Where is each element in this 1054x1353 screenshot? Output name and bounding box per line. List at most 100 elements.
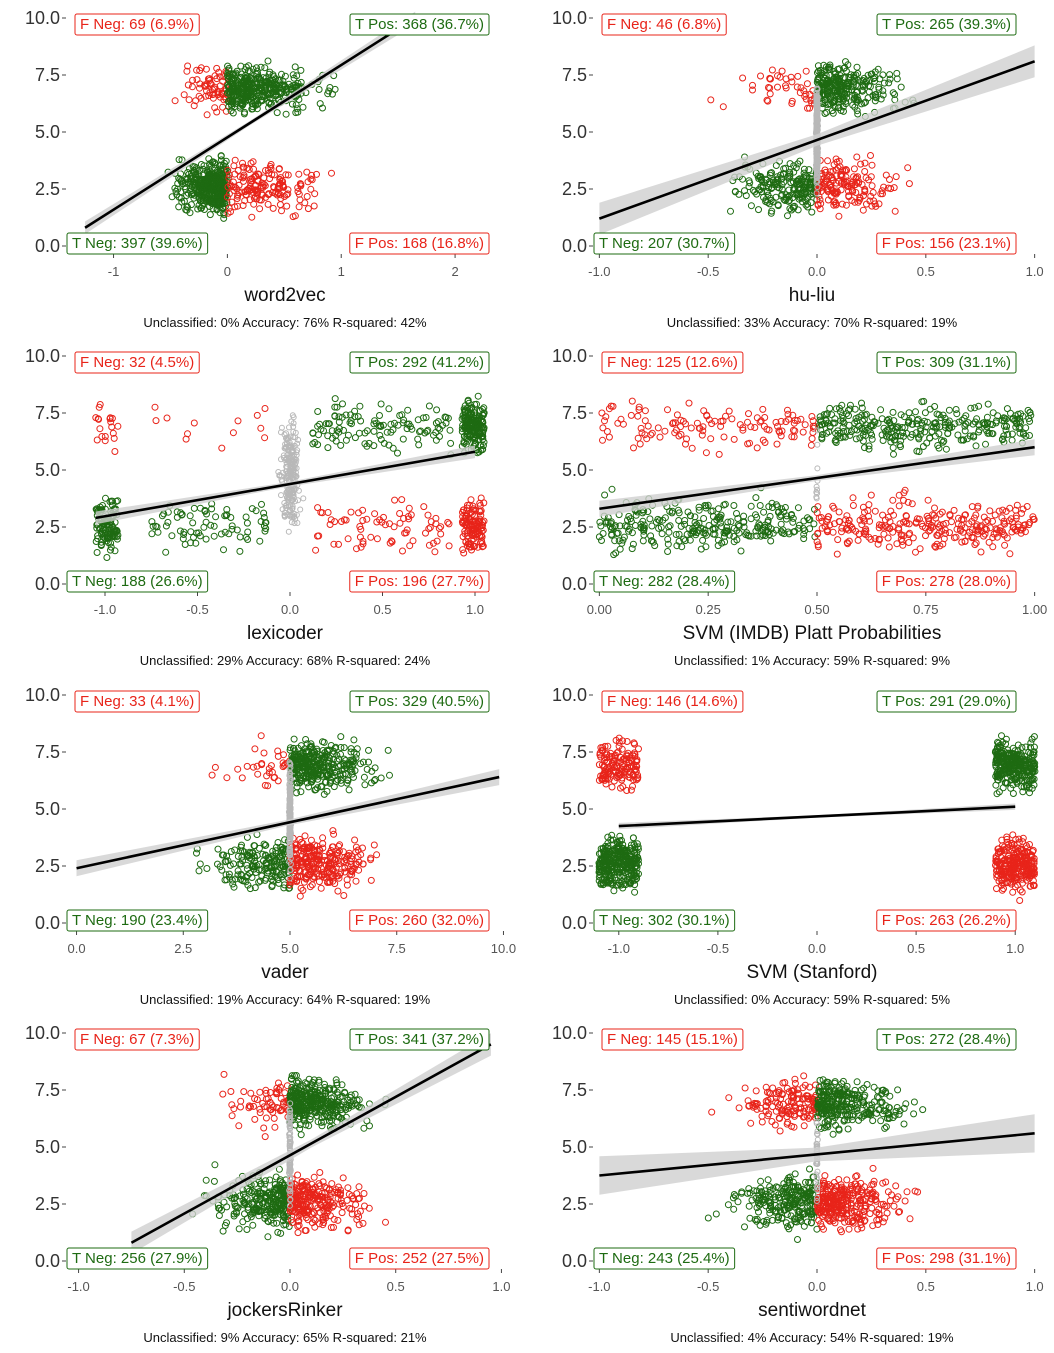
quadrant-label-tpos: T Pos: 265 (39.3%)	[877, 14, 1016, 35]
point-false-negative	[115, 423, 121, 429]
point-true-negative	[203, 536, 209, 542]
point-true-negative	[728, 208, 734, 214]
point-false-positive	[834, 551, 840, 557]
quadrant-text-tpos: T Pos: 309 (31.1%)	[882, 354, 1011, 371]
point-true-positive	[265, 58, 271, 64]
x-tick-label: 0.50	[804, 602, 829, 617]
point-true-positive	[435, 419, 441, 425]
quadrant-label-tneg: T Neg: 207 (30.7%)	[594, 233, 735, 254]
point-false-positive	[909, 501, 915, 507]
point-false-negative	[642, 408, 648, 414]
x-tick-label: 10.0	[491, 941, 516, 956]
point-false-positive	[372, 511, 378, 517]
point-true-negative	[768, 538, 774, 544]
point-true-negative	[718, 520, 724, 526]
point-false-negative	[708, 97, 714, 103]
point-true-positive	[400, 436, 406, 442]
point-false-negative	[235, 418, 241, 424]
point-true-positive	[880, 438, 886, 444]
point-false-negative	[244, 763, 250, 769]
point-false-negative	[775, 84, 781, 90]
point-true-negative	[204, 866, 210, 872]
point-true-negative	[665, 549, 671, 555]
quadrant-label-tpos: T Pos: 292 (41.2%)	[350, 352, 489, 373]
point-false-positive	[360, 518, 366, 524]
metrics-caption: Unclassified: 1% Accuracy: 59% R-squared…	[674, 653, 950, 668]
point-false-negative	[275, 778, 281, 784]
quadrant-label-fneg: F Neg: 125 (12.6%)	[602, 352, 743, 373]
point-false-negative	[164, 415, 170, 421]
point-false-positive	[836, 509, 842, 515]
point-false-negative	[629, 398, 635, 404]
y-tick-label: 7.5	[35, 403, 60, 423]
point-false-negative	[604, 429, 610, 435]
point-true-positive	[351, 737, 357, 743]
quadrant-text-tneg: T Neg: 188 (26.6%)	[72, 573, 203, 590]
point-false-positive	[410, 538, 416, 544]
point-true-positive	[338, 734, 344, 740]
y-tick-label: 10.0	[552, 8, 587, 28]
point-false-positive	[397, 511, 403, 517]
point-true-positive	[1023, 425, 1029, 431]
x-tick-label: 0.0	[67, 941, 85, 956]
quadrant-text-tneg: T Neg: 282 (28.4%)	[599, 573, 730, 590]
point-false-negative	[701, 408, 707, 414]
point-false-positive	[869, 162, 875, 168]
point-false-positive	[892, 208, 898, 214]
point-false-negative	[809, 436, 815, 442]
point-true-negative	[598, 523, 604, 529]
point-false-negative	[635, 435, 641, 441]
point-true-negative	[244, 520, 250, 526]
x-tick-label: 0.0	[281, 602, 299, 617]
y-tick-label: 10.0	[552, 346, 587, 366]
point-true-positive	[361, 774, 367, 780]
point-false-negative	[800, 429, 806, 435]
point-false-positive	[232, 157, 238, 163]
point-true-positive	[1008, 410, 1014, 416]
point-true-negative	[731, 503, 737, 509]
point-false-negative	[599, 410, 605, 416]
point-true-positive	[292, 64, 298, 70]
point-false-positive	[893, 174, 899, 180]
point-true-positive	[338, 442, 344, 448]
point-false-negative	[694, 420, 700, 426]
point-false-positive	[427, 525, 433, 531]
point-false-positive	[399, 497, 405, 503]
point-true-negative	[748, 503, 754, 509]
point-true-negative	[169, 533, 175, 539]
y-tick-label: 7.5	[562, 403, 587, 423]
point-true-positive	[880, 88, 886, 94]
point-false-positive	[406, 505, 412, 511]
point-false-negative	[662, 428, 668, 434]
point-true-negative	[716, 506, 722, 512]
point-true-negative	[738, 548, 744, 554]
point-false-negative	[802, 422, 808, 428]
point-false-positive	[364, 516, 370, 522]
point-false-positive	[896, 503, 902, 509]
point-true-negative	[191, 505, 197, 511]
point-true-negative	[259, 501, 265, 507]
point-false-positive	[308, 186, 314, 192]
point-true-positive	[357, 403, 363, 409]
point-false-positive	[270, 205, 276, 211]
quadrant-label-tpos: T Pos: 368 (36.7%)	[350, 14, 489, 35]
point-false-negative	[191, 420, 197, 426]
point-true-positive	[316, 87, 322, 93]
point-false-negative	[224, 775, 230, 781]
point-true-positive	[954, 411, 960, 417]
point-false-positive	[949, 519, 955, 525]
point-false-positive	[438, 524, 444, 530]
point-false-positive	[839, 529, 845, 535]
point-false-positive	[468, 497, 474, 503]
point-true-negative	[201, 524, 207, 530]
point-false-negative	[721, 434, 727, 440]
point-true-negative	[257, 538, 263, 544]
point-true-positive	[262, 65, 268, 71]
y-tick-label: 10.0	[25, 685, 60, 705]
point-false-negative	[774, 441, 780, 447]
x-tick-label: 0.5	[373, 602, 391, 617]
point-true-negative	[773, 163, 779, 169]
point-true-negative	[245, 529, 251, 535]
